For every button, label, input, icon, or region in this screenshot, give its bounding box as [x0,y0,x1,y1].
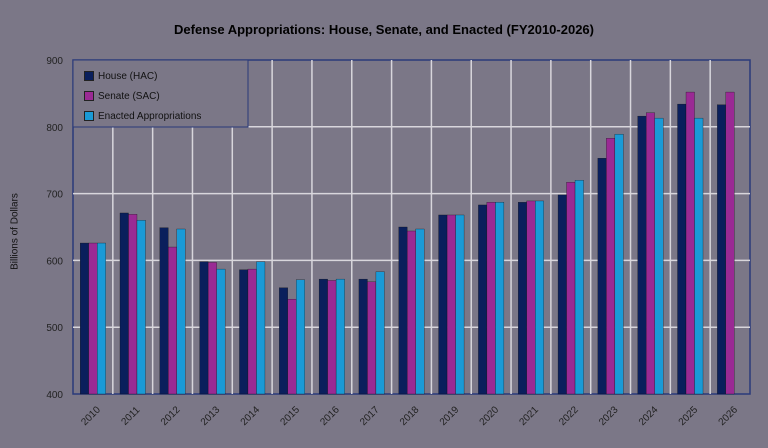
legend-label-house: House (HAC) [98,70,158,82]
y-tick-label: 800 [46,123,63,134]
legend-item-enacted: Enacted Appropriations [84,106,201,126]
bar-enacted-2021 [535,200,544,395]
bar-senate-2025 [685,91,695,395]
x-tick-label: 2017 [358,404,382,428]
legend-box [72,59,249,128]
legend-swatch-enacted [84,111,94,121]
bar-senate-2012 [168,246,177,395]
bar-enacted-2016 [335,278,345,395]
bar-house-2025 [677,103,687,395]
bar-enacted-2025 [694,117,704,395]
x-tick-label: 2020 [478,404,502,428]
bar-enacted-2010 [97,242,106,395]
legend-label-senate: Senate (SAC) [98,90,160,102]
bar-house-2020 [478,204,488,395]
x-tick-label: 2025 [677,404,701,428]
bar-enacted-2011 [136,220,146,395]
x-tick-label: 2013 [199,404,223,428]
bar-house-2017 [358,278,368,395]
bar-senate-2022 [566,182,576,395]
bar-senate-2023 [606,138,616,395]
bar-house-2016 [318,278,328,395]
x-tick-label: 2019 [438,404,462,428]
bar-senate-2014 [247,268,257,395]
legend-swatch-house [84,71,94,81]
x-tick-label: 2023 [597,404,621,428]
chart-title: Defense Appropriations: House, Senate, a… [174,22,594,37]
bar-enacted-2020 [495,202,505,395]
x-tick-label: 2026 [717,404,741,428]
bar-house-2011 [119,212,129,395]
bar-enacted-2024 [654,117,664,395]
x-tick-label: 2018 [398,404,422,428]
bar-enacted-2019 [455,214,465,395]
bar-house-2021 [518,202,527,395]
bar-house-2012 [159,227,169,395]
bar-enacted-2022 [574,180,584,395]
y-tick-label: 400 [46,390,63,401]
bar-senate-2016 [327,280,337,395]
bar-house-2018 [398,226,408,395]
x-tick-label: 2016 [318,404,342,428]
bar-senate-2024 [646,112,655,395]
x-tick-label: 2015 [279,404,303,428]
legend: House (HAC) Senate (SAC) Enacted Appropr… [84,66,201,126]
bar-house-2015 [279,287,288,395]
bar-house-2026 [717,104,726,395]
bar-house-2023 [597,158,607,395]
legend-swatch-senate [84,91,94,101]
bar-house-2024 [637,115,647,395]
bar-senate-2011 [128,214,138,395]
bar-house-2014 [239,269,249,395]
x-tick-label: 2012 [159,404,183,428]
y-tick-label: 500 [46,323,63,334]
bar-senate-2017 [367,281,377,395]
bar-senate-2010 [88,242,98,395]
bar-enacted-2014 [256,261,266,395]
bar-enacted-2017 [375,271,385,395]
bar-enacted-2023 [614,133,624,395]
x-tick-label: 2014 [239,404,263,428]
bar-senate-2013 [207,262,217,395]
x-tick-label: 2011 [119,404,142,427]
x-tick-label: 2021 [517,404,541,428]
bar-enacted-2012 [176,228,186,395]
legend-item-senate: Senate (SAC) [84,86,201,106]
x-tick-label: 2010 [79,404,103,428]
legend-item-house: House (HAC) [84,66,201,86]
bar-senate-2015 [287,298,297,395]
bar-house-2010 [80,242,89,395]
bar-senate-2026 [725,91,735,395]
bar-senate-2021 [526,200,536,395]
legend-label-enacted: Enacted Appropriations [98,110,202,122]
bar-senate-2018 [407,230,416,395]
y-tick-label: 700 [46,190,63,201]
bar-senate-2019 [446,214,456,395]
bar-enacted-2013 [216,268,226,395]
x-tick-label: 2022 [557,404,581,428]
bar-enacted-2015 [296,279,305,395]
bar-house-2022 [557,194,567,395]
bar-enacted-2018 [415,228,425,395]
bar-house-2013 [199,261,209,395]
x-tick-label: 2024 [637,404,661,428]
y-tick-label: 900 [46,56,63,67]
bar-senate-2020 [486,202,496,395]
y-tick-label: 600 [46,256,63,267]
bar-house-2019 [438,214,448,395]
